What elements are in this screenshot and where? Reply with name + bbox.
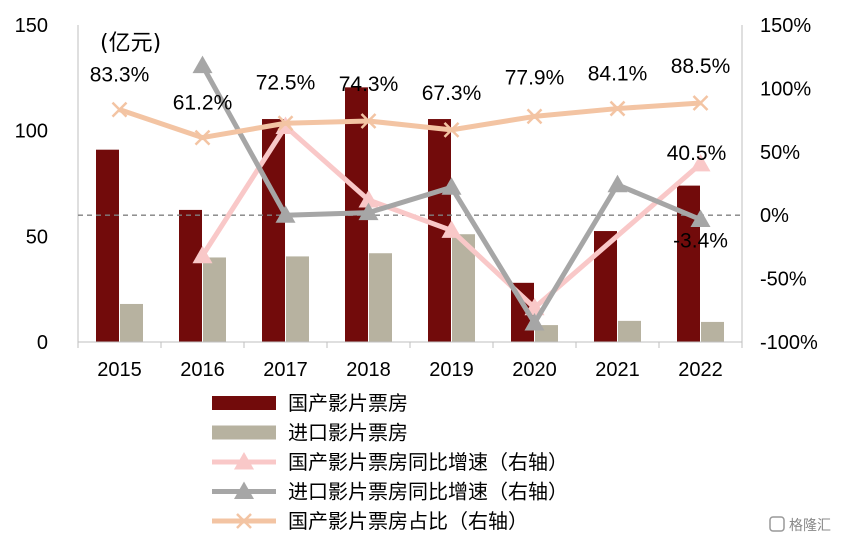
line-marker-2-2021	[609, 100, 626, 117]
line-marker-0-2022	[690, 153, 711, 172]
legend-swatch-bar-1	[212, 425, 276, 440]
y-right-tick-label: 100%	[760, 78, 811, 100]
bar-domestic-2016	[179, 209, 202, 342]
line-marker-0-2016	[192, 245, 213, 264]
bar-domestic-2021	[594, 231, 617, 342]
y-right-tick-label: 0%	[760, 205, 789, 227]
line-marker-2-2016	[194, 129, 211, 146]
line-marker-1-2016	[192, 55, 213, 74]
bar-imported-2021	[618, 320, 641, 342]
legend-label: 进口影片票房	[288, 421, 408, 445]
line-marker-1-2022	[690, 209, 711, 228]
line-marker-2-2017	[277, 115, 294, 132]
share-data-label: 77.9%	[505, 66, 565, 89]
share-data-label: 84.1%	[588, 63, 648, 86]
x-tick-label: 2018	[346, 359, 391, 381]
line-marker-2-2018	[360, 113, 377, 129]
y-left-tick-label: 0	[37, 332, 48, 354]
line-marker-0-2018	[358, 189, 379, 208]
imported-growth-data-label: -3.4%	[673, 230, 728, 253]
y-right-tick-label: 150%	[760, 15, 811, 37]
x-tick-label: 2022	[678, 359, 723, 381]
line-marker-1-2021	[607, 174, 628, 193]
line-marker-1-2018	[358, 202, 379, 221]
legend-label: 进口影片票房同比增速（右轴）	[288, 480, 568, 504]
line-marker-2-2015	[111, 101, 128, 118]
bar-domestic-2019	[428, 119, 451, 342]
x-tick-label: 2021	[595, 359, 640, 381]
bar-imported-2019	[452, 234, 475, 342]
domestic-growth-data-label: 40.5%	[667, 142, 727, 165]
x-tick-label: 2019	[429, 359, 474, 381]
y-left-tick-label: 50	[26, 226, 48, 248]
y-right-tick-label: 50%	[760, 142, 800, 164]
unit-label: (亿元)	[100, 31, 161, 56]
y-left-tick-label: 150	[15, 15, 48, 37]
line-marker-1-2017	[275, 205, 296, 223]
share-data-label: 88.5%	[671, 55, 731, 78]
share-data-label: 72.5%	[256, 71, 316, 94]
line-marker-0-2019	[441, 220, 462, 238]
y-right-tick-label: -100%	[760, 332, 818, 354]
line-marker-1-2019	[441, 177, 462, 195]
x-tick-label: 2015	[97, 359, 142, 381]
axes-layer: 0 50 100 150 -100% -50% 0% 50% 100% 150% 2015 2016 2…	[15, 15, 818, 381]
lines-layer	[111, 55, 711, 331]
line-marker-2-2022	[692, 95, 709, 111]
line-series-2	[118, 100, 701, 141]
watermark: 格隆汇	[769, 516, 831, 534]
bar-imported-2015	[120, 303, 143, 342]
share-data-label: 83.3%	[90, 64, 150, 87]
bar-domestic-2015	[96, 149, 119, 342]
legend-swatch-bar-0	[212, 396, 276, 410]
share-data-label: 61.2%	[173, 92, 233, 115]
legend-label: 国产影片票房同比增速（右轴）	[288, 450, 568, 474]
legend-marker-0	[234, 452, 254, 470]
watermark-text: 格隆汇	[789, 518, 831, 534]
bar-domestic-2017	[262, 119, 285, 342]
x-tick-label: 2016	[180, 359, 225, 381]
share-data-label: 74.3%	[339, 73, 399, 96]
watermark-logo-icon	[769, 516, 785, 532]
x-tick-label: 2020	[512, 359, 557, 381]
bar-imported-2017	[286, 256, 309, 342]
y-right-tick-label: -50%	[760, 269, 807, 291]
legend-label: 国产影片票房占比（右轴）	[288, 509, 528, 533]
legend-marker-1	[234, 481, 254, 499]
legend-marker-2	[236, 513, 252, 529]
bar-imported-2022	[701, 321, 724, 342]
x-tick-label: 2017	[263, 359, 308, 381]
bar-imported-2016	[203, 257, 226, 342]
legend-label: 国产影片票房	[288, 391, 408, 415]
data-labels-layer: 83.3% 61.2% 72.5% 74.3% 67.3% 77.9% 84.1% 88.5%…	[90, 55, 731, 253]
line-marker-2-2020	[526, 108, 543, 125]
bar-imported-2018	[369, 253, 392, 342]
y-left-tick-label: 100	[15, 121, 48, 143]
line-series-0	[200, 123, 703, 311]
share-data-label: 67.3%	[422, 82, 482, 105]
line-marker-1-2020	[524, 312, 545, 331]
line-marker-2-2019	[443, 121, 460, 138]
